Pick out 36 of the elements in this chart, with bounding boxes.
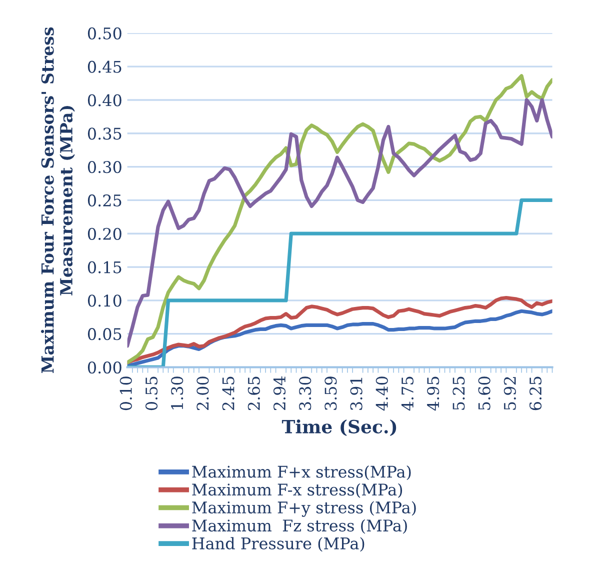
x-tick-label: 2.94 <box>273 376 286 410</box>
y-tick-label: 0.20 <box>88 228 122 240</box>
x-tick-label: 3.30 <box>299 376 312 410</box>
legend-label: Maximum F-x stress(MPa) <box>192 483 402 498</box>
x-tick-label: 3.91 <box>350 378 362 410</box>
line-series <box>127 296 552 364</box>
x-tick-label: 0.55 <box>145 376 158 410</box>
x-tick-label: 2.65 <box>248 376 260 410</box>
x-tick-label: 5.60 <box>478 376 490 410</box>
x-tick-label: 6.25 <box>529 376 542 410</box>
x-tick-label: 4.95 <box>427 376 440 411</box>
y-tick-label: 0.00 <box>88 361 122 374</box>
legend-label: Hand Pressure (MPa) <box>192 537 364 552</box>
legend-label: Maximum F+x stress(MPa) <box>192 465 411 480</box>
x-tick-label: 4.75 <box>401 376 414 411</box>
y-tick-label: 0.25 <box>88 194 122 207</box>
y-axis-title: Maximum Four Force Sensors' Stress Measurement (MPa) <box>40 27 75 374</box>
line-series <box>127 198 552 368</box>
y-tick-label: 0.30 <box>88 161 122 174</box>
legend-label: Maximum Fz stress (MPa) <box>192 519 407 534</box>
y-tick-label: 0.40 <box>88 94 122 106</box>
x-tick-label: 3.59 <box>324 376 337 410</box>
y-tick-label: 0.35 <box>88 128 122 140</box>
legend-label: Maximum F+y stress (MPa) <box>192 501 416 517</box>
y-tick-label: 0.10 <box>88 294 122 307</box>
x-axis-title: Time (Sec.) <box>282 419 396 436</box>
x-tick-label: 5.92 <box>504 377 516 410</box>
x-tick-label: 4.40 <box>376 376 388 411</box>
y-tick-label: 0.45 <box>88 60 122 73</box>
y-tick-label: 0.50 <box>88 27 122 40</box>
x-tick-label: 2.00 <box>196 376 209 410</box>
x-tick-label: 1.30 <box>171 376 184 410</box>
x-tick-label: 5.25 <box>452 376 465 410</box>
y-tick-label: 0.15 <box>88 261 122 274</box>
y-tick-label: 0.05 <box>88 328 122 340</box>
x-tick-label: 2.45 <box>222 376 234 410</box>
